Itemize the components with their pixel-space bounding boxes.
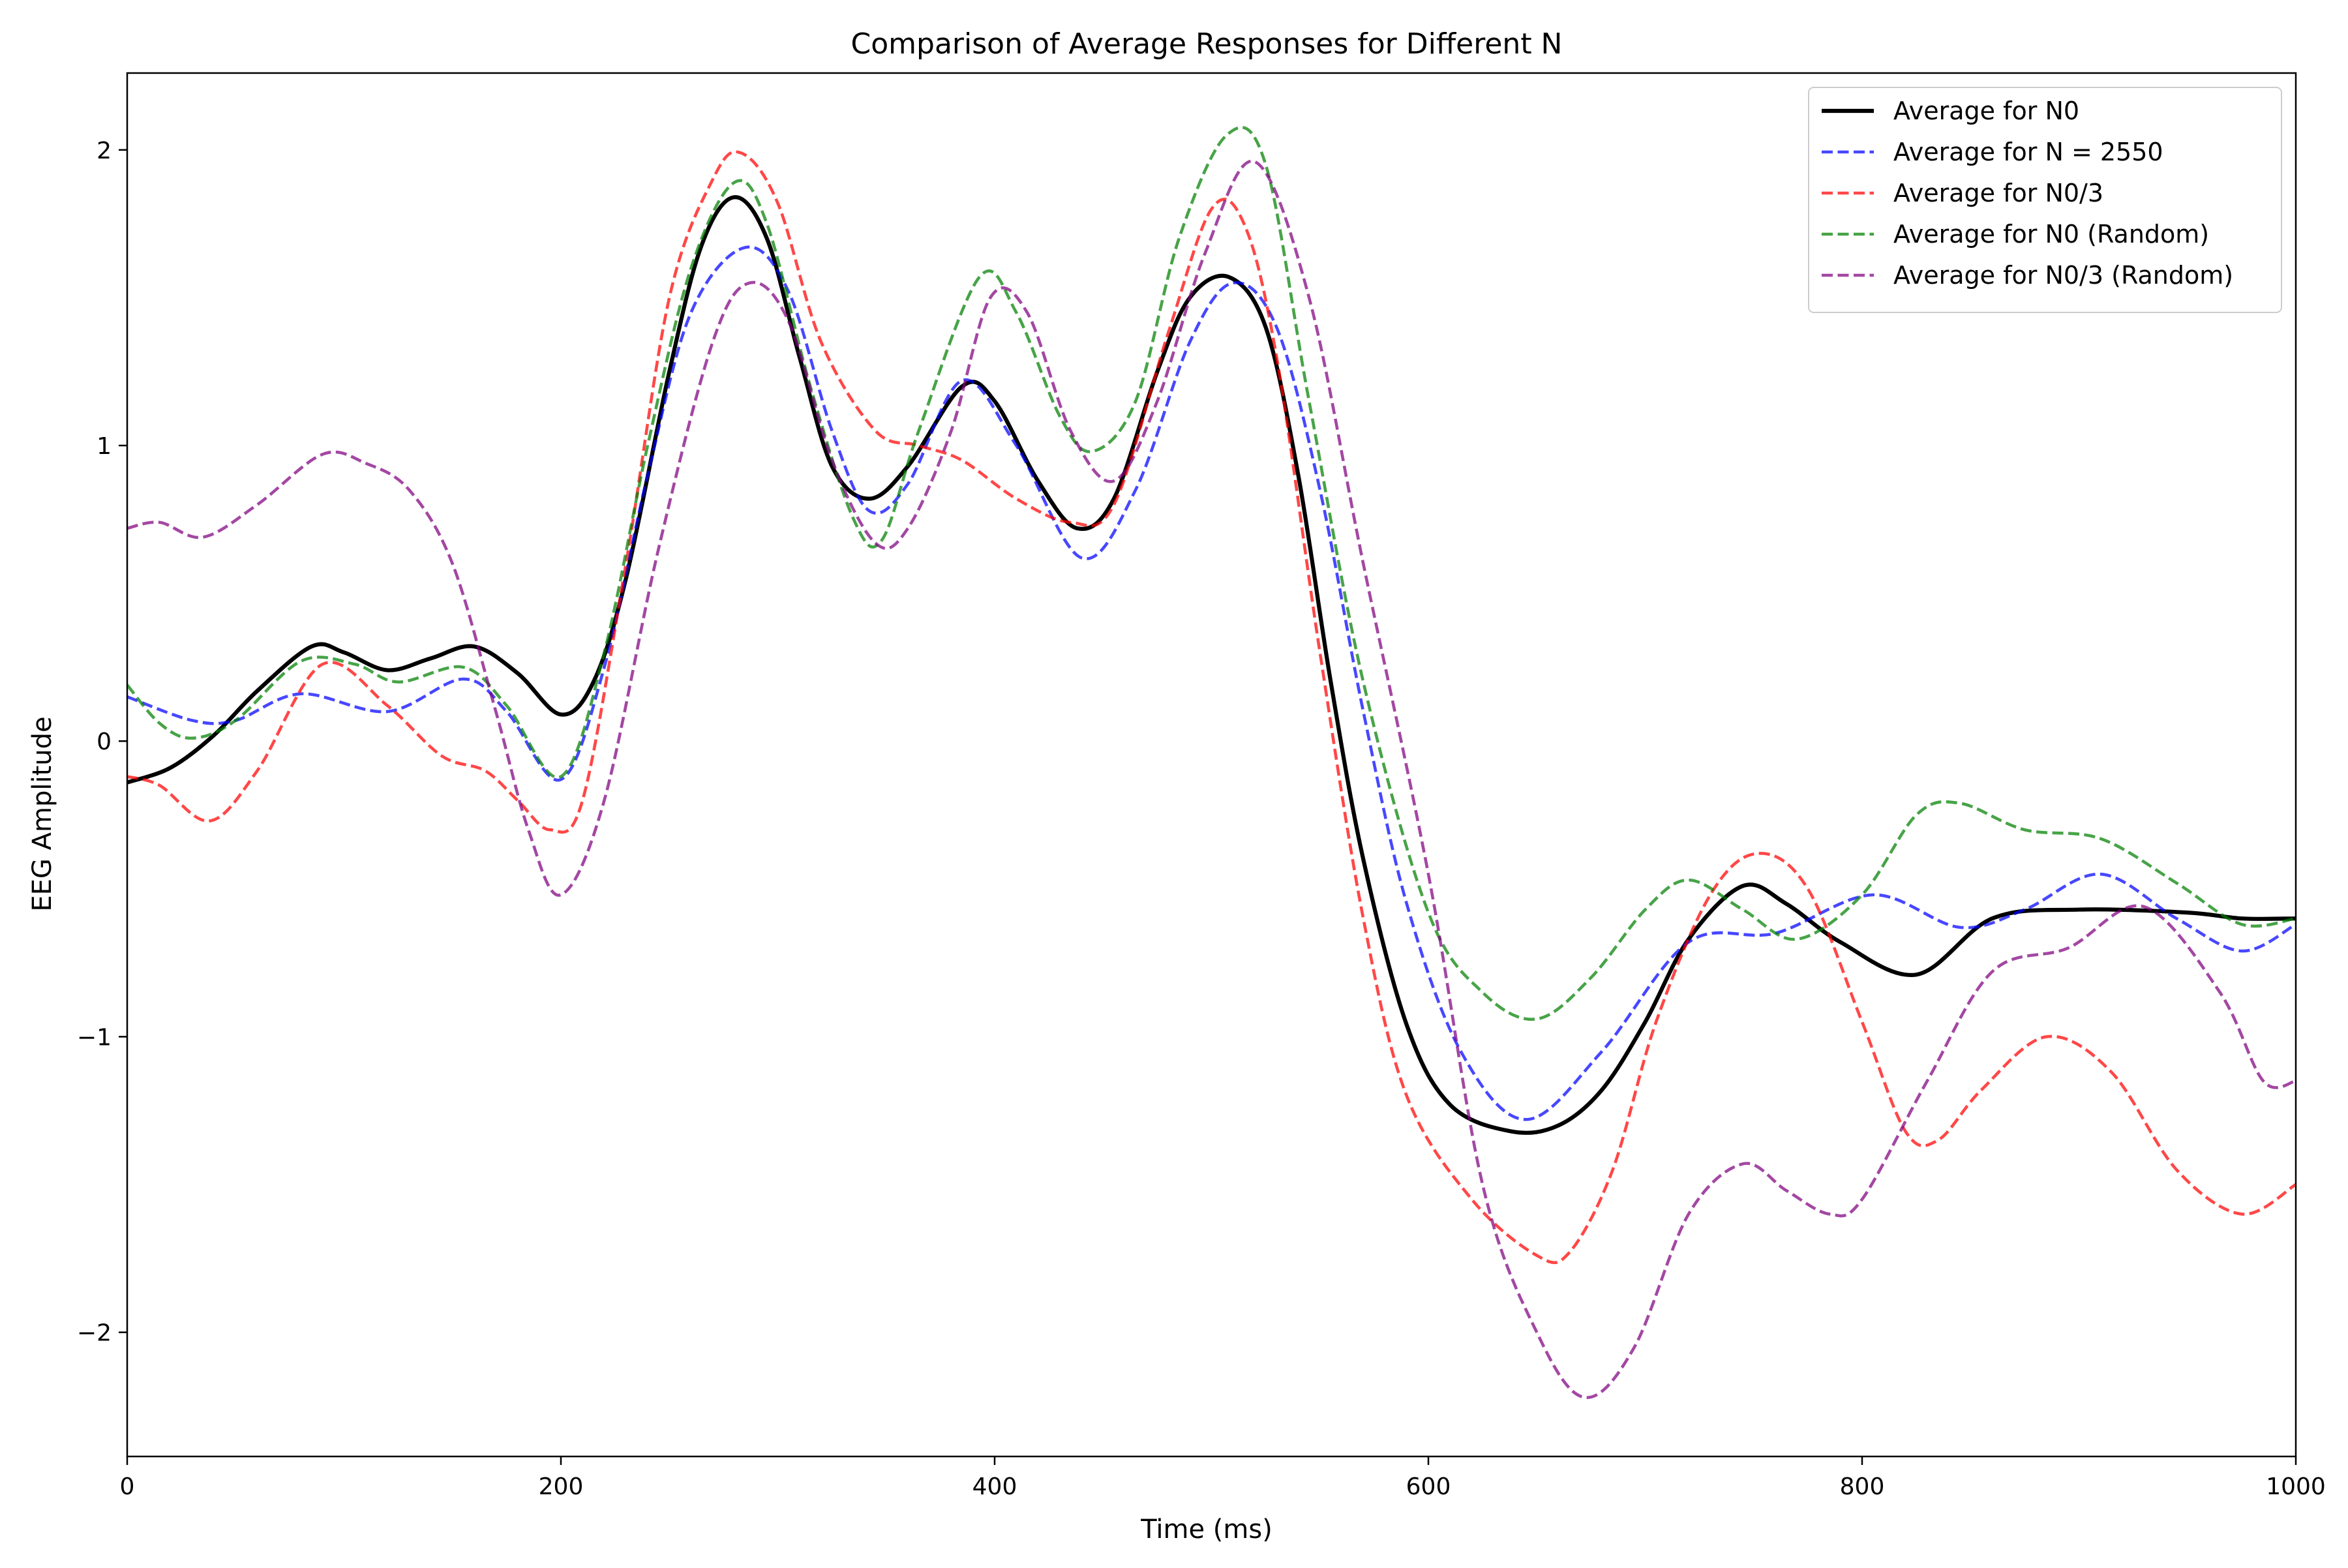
x-tick-label: 0: [120, 1473, 135, 1500]
x-tick-label: 600: [1406, 1473, 1451, 1500]
series-line-5: [127, 159, 2296, 1399]
y-tick-label: −1: [77, 1024, 112, 1051]
legend-box: [1808, 87, 2282, 313]
y-tick-label: −2: [77, 1320, 112, 1347]
series-line-4: [127, 126, 2296, 1021]
y-tick-label: 1: [97, 433, 112, 460]
x-tick-label: 800: [1840, 1473, 1885, 1500]
legend-label-5: Average for N0/3 (Random): [1893, 261, 2233, 290]
x-tick-label: 400: [972, 1473, 1017, 1500]
y-axis-label: EEG Amplitude: [27, 716, 57, 911]
y-tick-label: 0: [97, 729, 112, 755]
legend-label-3: Average for N0/3: [1893, 179, 2103, 207]
axes: 0 200 400 600 800 1000 −2 −1 0 1 2: [77, 72, 2326, 1500]
legend-label-2: Average for N = 2550: [1893, 138, 2163, 166]
y-tick-label: 2: [97, 138, 112, 164]
series-line-2: [127, 245, 2296, 1121]
series-line-1: [127, 195, 2296, 1135]
plot-frame: [126, 72, 2297, 1458]
x-tick-label: 1000: [2266, 1473, 2326, 1500]
chart-title: Comparison of Average Responses for Diff…: [851, 27, 1563, 61]
x-axis-label: Time (ms): [1140, 1515, 1272, 1545]
series-line-3: [127, 150, 2296, 1265]
legend-label-4: Average for N0 (Random): [1893, 220, 2209, 249]
legend: Average for N0 Average for N = 2550 Averag…: [1808, 87, 2282, 313]
x-tick-label: 200: [539, 1473, 584, 1500]
legend-label-1: Average for N0: [1893, 97, 2079, 125]
series-lines: [127, 126, 2296, 1399]
